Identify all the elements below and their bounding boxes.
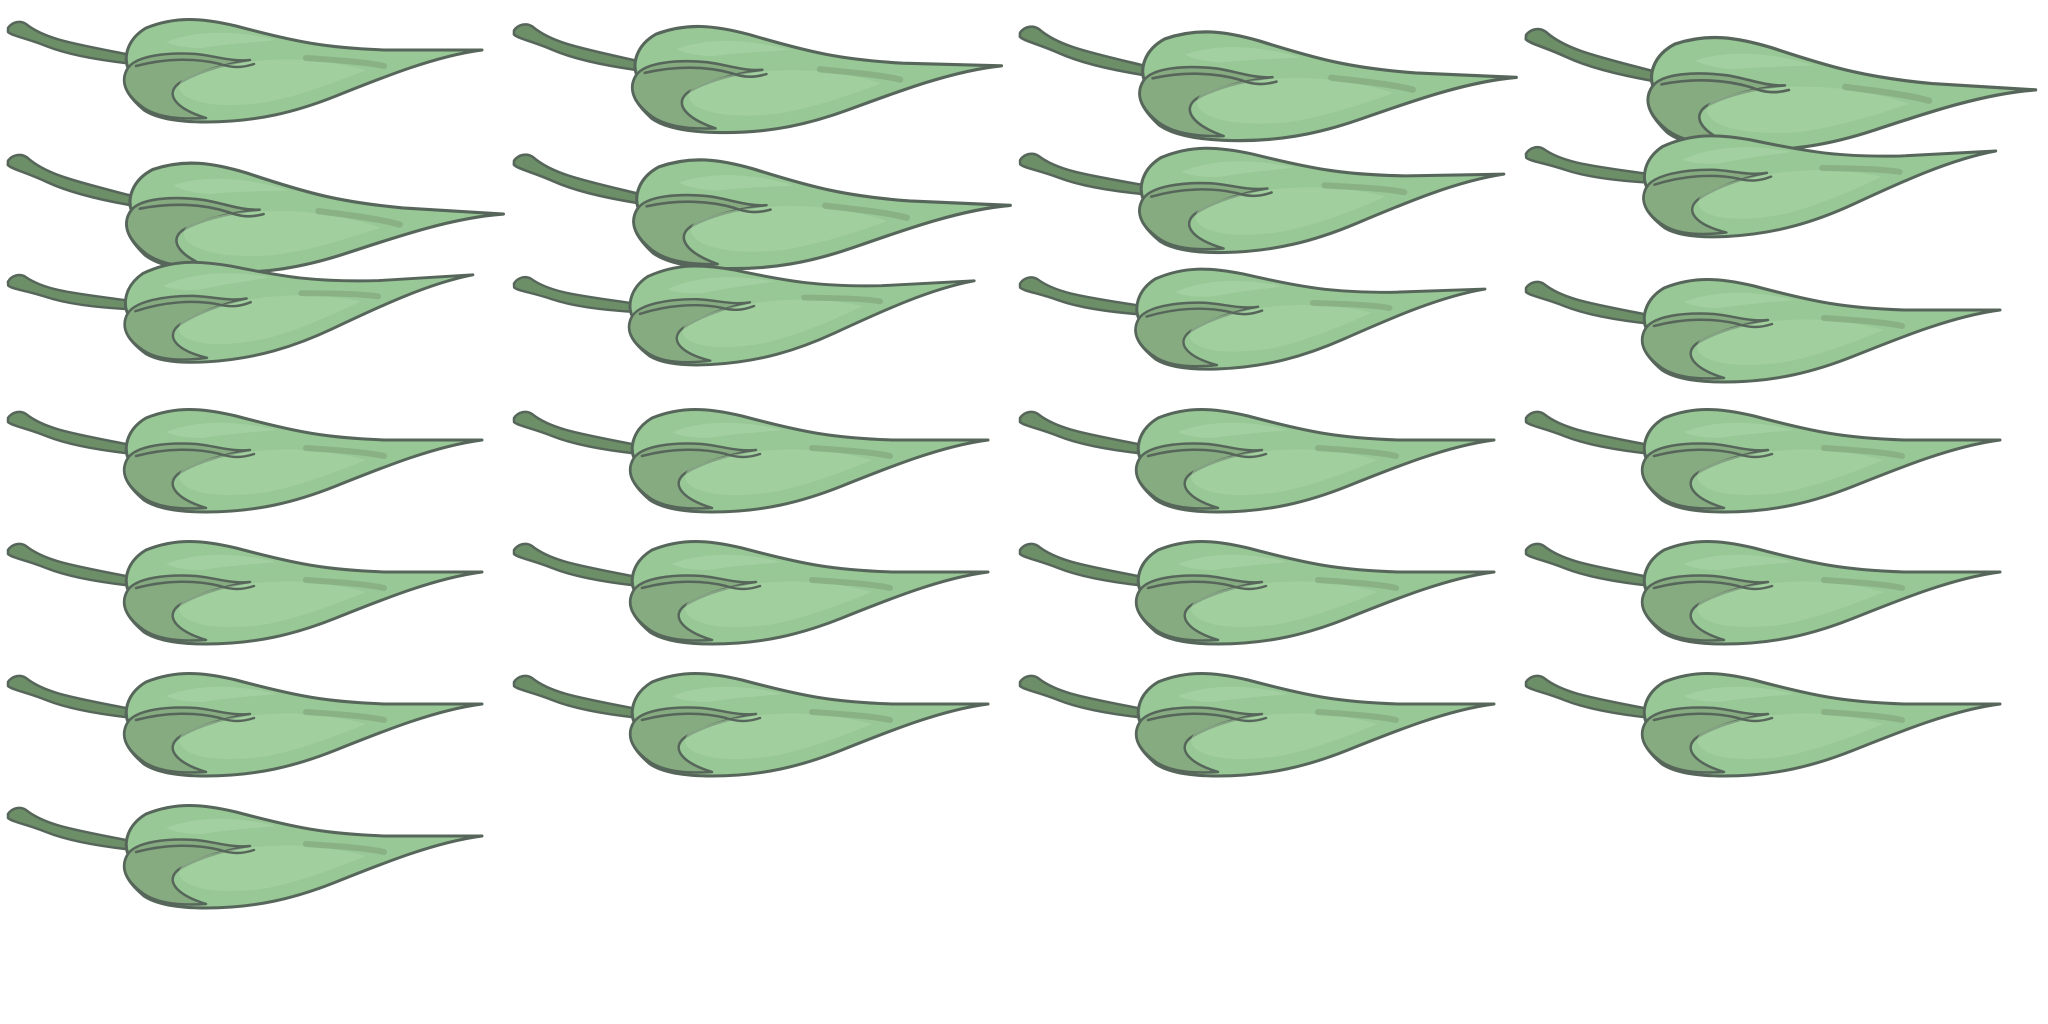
leaf-icon	[1526, 410, 2000, 513]
leaf-icon	[8, 542, 482, 645]
leaf-icon	[8, 674, 482, 777]
leaf-icon	[514, 542, 988, 645]
leaf-icon	[514, 674, 988, 777]
leaf-icon	[1020, 674, 1494, 777]
leaf-icon	[512, 22, 1003, 140]
leaf-icon	[1020, 542, 1494, 645]
leaf-icon	[1526, 280, 2000, 383]
leaf-icon	[1016, 24, 1518, 153]
leaf-icon	[8, 20, 482, 123]
leaf-icon	[2, 152, 505, 290]
leaf-icon	[1526, 542, 2000, 645]
leaf-icon	[1020, 410, 1494, 513]
leaf-icon	[514, 410, 988, 513]
leaf-icon	[1526, 674, 2000, 777]
leaf-icon	[510, 152, 1012, 281]
leaf-icon	[8, 410, 482, 513]
leaf-icon	[1020, 259, 1488, 376]
leaf-icon	[8, 806, 482, 909]
leaf-icon	[1020, 143, 1505, 256]
